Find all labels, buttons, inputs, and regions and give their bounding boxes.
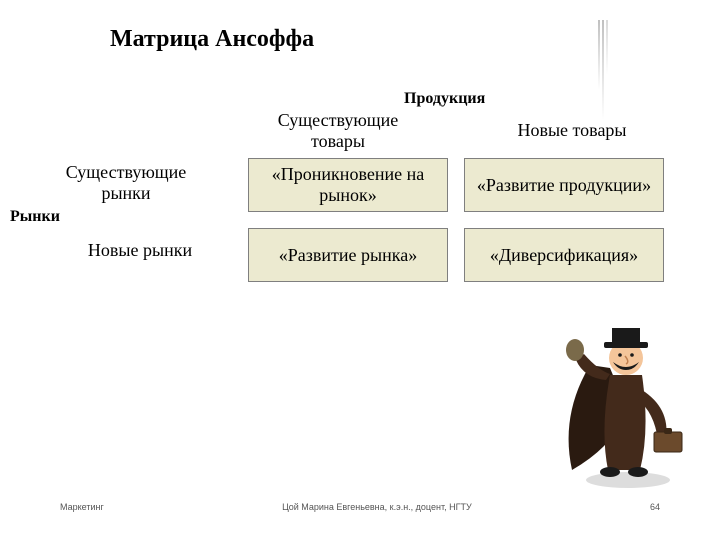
cell-product-dev: «Развитие продукции» xyxy=(464,158,664,212)
footer-left: Маркетинг xyxy=(60,502,104,512)
page-title: Матрица Ансоффа xyxy=(110,26,314,53)
cell-penetration: «Проникновение на рынок» xyxy=(248,158,448,212)
footer-center: Цой Марина Евгеньевна, к.э.н., доцент, Н… xyxy=(282,502,472,512)
slide-footer: Маркетинг Цой Марина Евгеньевна, к.э.н.,… xyxy=(0,502,720,512)
row-header-new-markets: Новые рынки xyxy=(60,240,220,261)
footer-right: 64 xyxy=(650,502,660,512)
cell-market-dev: «Развитие рынка» xyxy=(248,228,448,282)
decorative-lines xyxy=(598,20,636,120)
row-header-existing-markets: Существующие рынки xyxy=(46,162,206,204)
villain-illustration xyxy=(550,320,690,490)
col-header-new-products: Новые товары xyxy=(492,120,652,141)
col-header-existing-products: Существующие товары xyxy=(258,110,418,152)
axis-products-label: Продукция xyxy=(404,90,485,108)
cell-diversification: «Диверсификация» xyxy=(464,228,664,282)
axis-markets-label: Рынки xyxy=(10,208,60,226)
